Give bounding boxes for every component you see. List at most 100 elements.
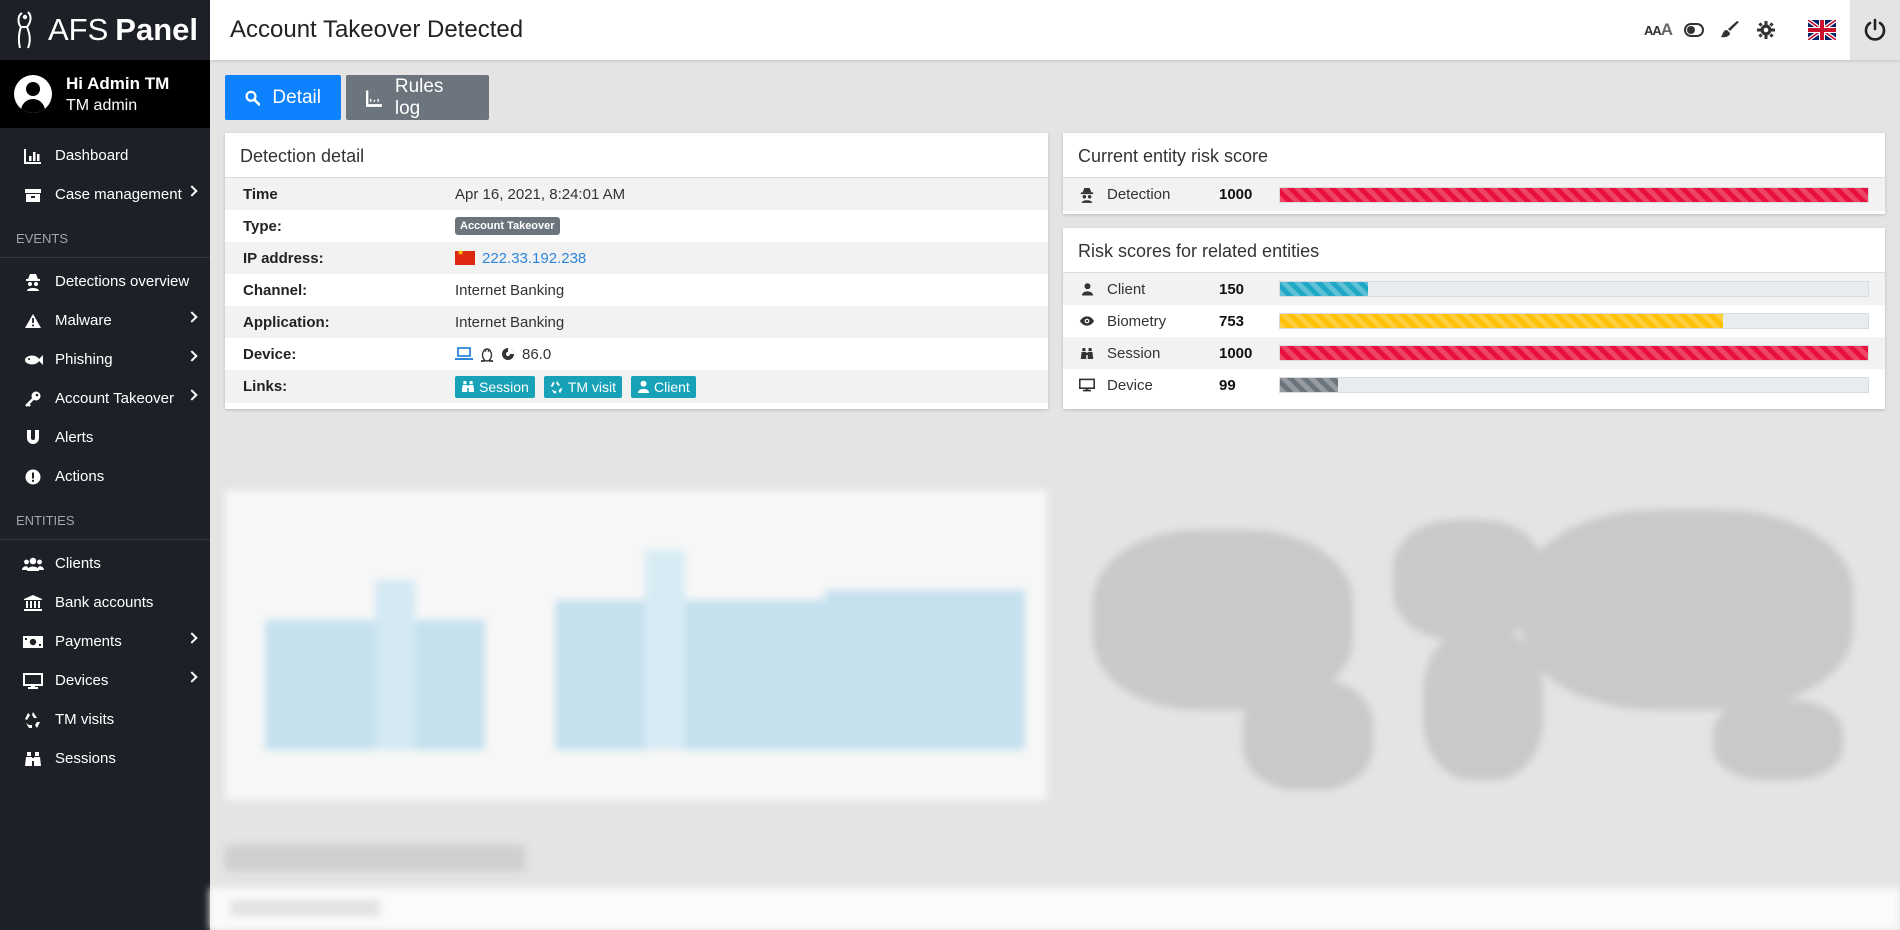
chevron-right-icon — [186, 350, 198, 362]
desktop-icon — [1079, 378, 1095, 392]
contrast-toggle-icon[interactable] — [1676, 0, 1712, 60]
sidebar-item-bank-accounts[interactable]: Bank accounts — [0, 583, 210, 622]
risk-progress-bar — [1279, 345, 1869, 361]
risk-progress-bar — [1279, 313, 1869, 329]
session-link-button[interactable]: Session — [455, 375, 535, 398]
detail-row-channel: Channel: Internet Banking — [225, 274, 1048, 306]
gear-icon[interactable] — [1748, 0, 1784, 60]
top-toolbar: AAA — [1640, 0, 1900, 60]
brand-name-bold: Panel — [115, 12, 199, 47]
chevron-right-icon — [186, 311, 198, 323]
section-label-entities: ENTITIES — [0, 496, 210, 540]
browser-icon — [502, 348, 514, 360]
font-size-big-label: A — [1660, 20, 1673, 39]
tab-rules-log-label: Rules log — [394, 75, 444, 119]
risk-score: 753 — [1219, 312, 1245, 330]
money-icon — [22, 633, 44, 651]
binoculars-icon — [461, 381, 475, 392]
detail-label: IP address: — [243, 249, 324, 267]
blurred-map-panel — [1063, 490, 1885, 800]
user-role: TM admin — [66, 96, 138, 114]
ip-address-link[interactable]: 222.33.192.238 — [482, 249, 587, 267]
sidebar-item-malware[interactable]: Malware — [0, 301, 210, 340]
spy-icon — [22, 273, 44, 291]
detail-value: Internet Banking — [455, 281, 565, 299]
card-title: Risk scores for related entities — [1063, 228, 1885, 273]
risk-entity-name: Session — [1107, 344, 1161, 362]
sidebar-item-alerts[interactable]: Alerts — [0, 418, 210, 457]
tab-detail-label: Detail — [272, 86, 321, 108]
brand[interactable]: AFS Panel — [0, 0, 210, 60]
sidebar: AFS Panel Hi Admin TM TM admin Dashboard… — [0, 0, 210, 930]
risk-score: 1000 — [1219, 186, 1253, 203]
risk-entity-name: Client — [1107, 280, 1146, 298]
user-icon — [1079, 282, 1095, 296]
tab-detail[interactable]: Detail — [225, 75, 341, 120]
binoculars-icon — [1079, 347, 1095, 360]
top-bar: Account Takeover Detected AAA — [210, 0, 1900, 60]
binoculars-icon — [22, 750, 44, 768]
risk-row-biometry: Biometry 753 — [1063, 305, 1885, 337]
sidebar-item-label: Phishing — [55, 351, 113, 368]
sidebar-item-devices[interactable]: Devices — [0, 661, 210, 700]
sidebar-item-label: Case management — [55, 186, 182, 203]
detail-value: Internet Banking — [455, 313, 565, 331]
recycle-icon — [550, 380, 563, 393]
detail-row-type: Type: Account Takeover — [225, 210, 1048, 242]
sidebar-item-label: Clients — [55, 555, 101, 572]
page-title: Account Takeover Detected — [230, 16, 524, 43]
sidebar-item-dashboard[interactable]: Dashboard — [0, 136, 210, 175]
power-icon[interactable] — [1850, 0, 1900, 60]
sidebar-item-actions[interactable]: Actions — [0, 457, 210, 496]
sidebar-item-label: Sessions — [55, 750, 116, 767]
language-flag-uk-icon[interactable] — [1798, 0, 1846, 60]
sidebar-item-label: Actions — [55, 468, 105, 485]
risk-bar-fill — [1280, 187, 1868, 202]
detail-row-ip: IP address: 222.33.192.238 — [225, 242, 1048, 274]
sidebar-item-label: TM visits — [55, 711, 115, 728]
related-risk-card: Risk scores for related entities Client … — [1063, 228, 1885, 409]
linux-icon — [481, 348, 493, 362]
ruler-icon — [366, 90, 382, 107]
tab-rules-log[interactable]: Rules log — [346, 75, 489, 120]
card-title: Current entity risk score — [1063, 133, 1885, 178]
events-nav: Detections overview Malware Phishing Acc… — [0, 262, 210, 496]
warning-icon — [22, 312, 44, 330]
sidebar-item-payments[interactable]: Payments — [0, 622, 210, 661]
detail-label: Links: — [243, 378, 288, 395]
chevron-right-icon — [186, 671, 198, 683]
desktop-icon — [22, 672, 44, 690]
brand-name-light: AFS — [48, 12, 109, 47]
bank-icon — [22, 594, 44, 612]
user-greeting: Hi Admin TM — [66, 73, 170, 93]
risk-progress-bar — [1279, 186, 1869, 203]
key-icon — [22, 390, 44, 408]
risk-row-device: Device 99 — [1063, 369, 1885, 401]
sidebar-item-phishing[interactable]: Phishing — [0, 340, 210, 379]
exclamation-circle-icon — [22, 468, 44, 486]
client-link-button[interactable]: Client — [631, 375, 696, 398]
sidebar-item-sessions[interactable]: Sessions — [0, 739, 210, 778]
detail-label: Type: — [243, 217, 282, 235]
sidebar-item-label: Payments — [55, 633, 122, 650]
risk-bar-fill — [1280, 314, 1723, 328]
sidebar-item-account-takeover[interactable]: Account Takeover — [0, 379, 210, 418]
sidebar-item-detections-overview[interactable]: Detections overview — [0, 262, 210, 301]
detail-row-links: Links: Session TM visit Client — [225, 370, 1048, 403]
detail-value: Apr 16, 2021, 8:24:01 AM — [455, 185, 626, 203]
blurred-section-heading — [225, 845, 525, 871]
sidebar-item-clients[interactable]: Clients — [0, 544, 210, 583]
risk-score: 150 — [1219, 280, 1245, 298]
risk-progress-bar — [1279, 281, 1869, 297]
type-badge: Account Takeover — [455, 217, 560, 235]
eye-icon — [1079, 315, 1095, 327]
user-panel[interactable]: Hi Admin TM TM admin — [0, 60, 210, 128]
sidebar-item-label: Account Takeover — [55, 390, 174, 407]
sidebar-item-tm-visits[interactable]: TM visits — [0, 700, 210, 739]
risk-progress-bar — [1279, 377, 1869, 393]
font-size-toggle[interactable]: AAA — [1640, 0, 1676, 60]
paint-brush-icon[interactable] — [1712, 0, 1748, 60]
sidebar-item-case-management[interactable]: Case management — [0, 175, 210, 214]
sidebar-item-label: Devices — [55, 672, 109, 689]
tm-visit-link-button[interactable]: TM visit — [543, 375, 623, 398]
